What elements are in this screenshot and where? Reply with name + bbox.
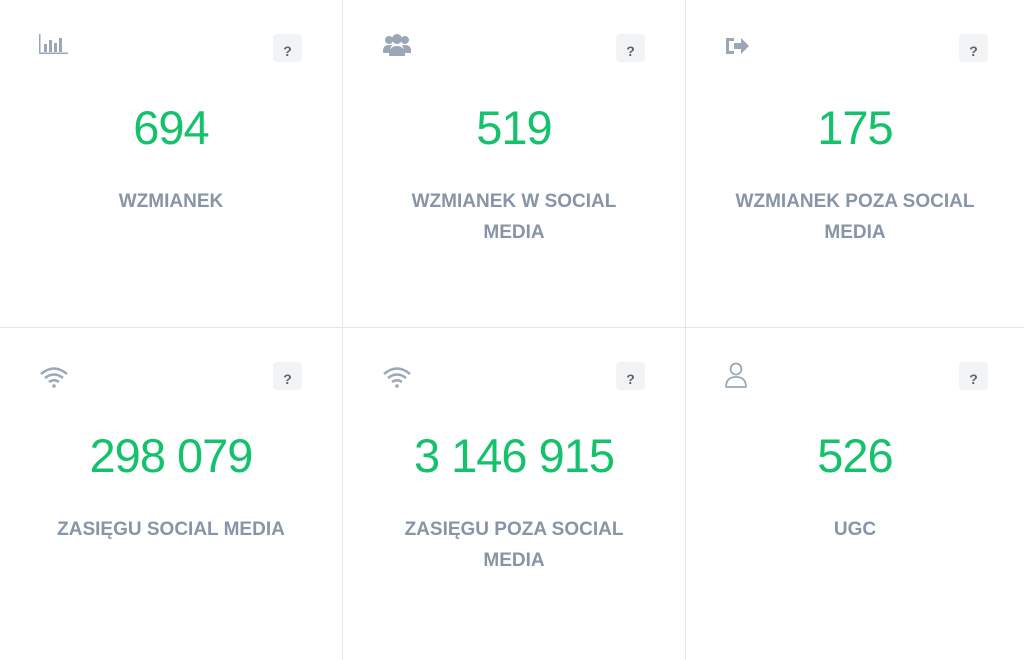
stat-label: WZMIANEK POZA SOCIAL MEDIA [735,191,975,243]
stat-label: WZMIANEK W SOCIAL MEDIA [411,191,617,243]
stat-value: 694 [133,101,209,154]
stat-value: 519 [476,101,552,154]
card-icon [725,362,747,388]
help-button[interactable]: ? [959,34,988,62]
help-button[interactable]: ? [959,362,988,390]
help-button[interactable]: ? [273,34,302,62]
stat-card: ? 175 WZMIANEK POZA SOCIAL MEDIA [686,0,1024,328]
stat-value: 3 146 915 [413,429,615,482]
help-button[interactable]: ? [616,362,645,390]
stat-value: 175 [817,101,893,154]
stat-label: UGC [833,519,877,540]
card-icon [40,367,68,388]
stat-card: ? 694 WZMIANEK [0,0,343,328]
card-icon [39,34,68,54]
card-icon [383,367,411,388]
help-button[interactable]: ? [273,362,302,390]
stat-card: ? 526 UGC [686,328,1024,660]
stat-label: ZASIĘGU POZA SOCIAL MEDIA [404,519,624,571]
card-icon [383,34,411,56]
stat-value: 526 [817,429,893,482]
help-button[interactable]: ? [616,34,645,62]
stat-card: ? 298 079 ZASIĘGU SOCIAL MEDIA [0,328,343,660]
stat-label: WZMIANEK [118,191,224,212]
stat-card: ? 519 WZMIANEK W SOCIAL MEDIA [343,0,686,328]
stat-value: 298 079 [89,429,254,482]
stat-label: ZASIĘGU SOCIAL MEDIA [57,519,285,540]
stat-card: ? 3 146 915 ZASIĘGU POZA SOCIAL MEDIA [343,328,686,660]
card-icon [726,38,749,54]
